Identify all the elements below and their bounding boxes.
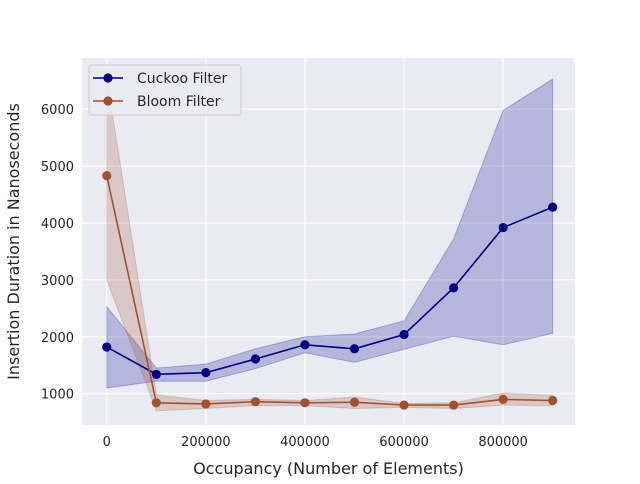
bloom-filter-point — [102, 171, 112, 181]
cuckoo-filter-point — [300, 340, 310, 350]
y-tick-label: 4000 — [41, 217, 74, 232]
cuckoo-filter-point — [548, 202, 558, 212]
cuckoo-filter-point — [102, 342, 112, 352]
series-lines — [105, 175, 554, 406]
x-tick-label: 0 — [103, 435, 111, 450]
legend-label-bloom-filter: Bloom Filter — [137, 94, 221, 110]
bloom-filter-point — [349, 397, 360, 407]
bloom-filter-line — [105, 175, 553, 406]
cuckoo-filter-point — [498, 222, 508, 233]
bloom-filter-point — [498, 394, 508, 404]
cuckoo-filter-point — [399, 329, 409, 340]
legend-box — [88, 64, 242, 116]
series-points — [102, 171, 558, 410]
y-axis-label: Insertion Duration in Nanoseconds — [4, 103, 23, 380]
cuckoo-filter-point — [201, 368, 211, 378]
bloom-filter-point — [399, 400, 409, 410]
legend-label-cuckoo-filter: Cuckoo Filter — [137, 71, 227, 87]
grid-lines — [82, 58, 575, 425]
x-tick-label: 600000 — [379, 435, 429, 450]
bloom-filter-point — [151, 398, 161, 408]
cuckoo-filter-point — [151, 369, 161, 379]
cuckoo-filter-point — [349, 344, 360, 354]
x-tick-label: 800000 — [478, 435, 528, 450]
y-tick-label: 5000 — [41, 160, 74, 175]
cuckoo-filter-point — [449, 283, 459, 293]
plot-area-background — [82, 58, 575, 425]
y-tick-label: 6000 — [41, 103, 74, 118]
cuckoo-filter-confidence-band — [106, 78, 554, 389]
legend-marker-bloom-filter — [103, 96, 113, 106]
bloom-filter-point — [300, 398, 310, 408]
x-axis-label: Occupancy (Number of Elements) — [193, 459, 464, 478]
legend-marker-cuckoo-filter — [103, 73, 113, 83]
bloom-filter-point — [250, 397, 261, 407]
x-tick-label: 200000 — [181, 435, 231, 450]
bloom-filter-point — [449, 400, 459, 410]
y-tick-label: 3000 — [41, 274, 74, 289]
x-tick-label: 400000 — [280, 435, 330, 450]
tick-labels: 0 200000 400000 600000 800000 1000 2000 3000 400… — [41, 103, 528, 450]
bloom-filter-point — [201, 399, 211, 409]
y-tick-label: 1000 — [41, 388, 74, 403]
cuckoo-filter-line — [106, 206, 554, 376]
cuckoo-filter-point — [250, 354, 261, 364]
legend: Cuckoo Filter Bloom Filter — [88, 64, 242, 116]
y-tick-label: 2000 — [41, 331, 74, 346]
bloom-filter-point — [548, 395, 558, 406]
